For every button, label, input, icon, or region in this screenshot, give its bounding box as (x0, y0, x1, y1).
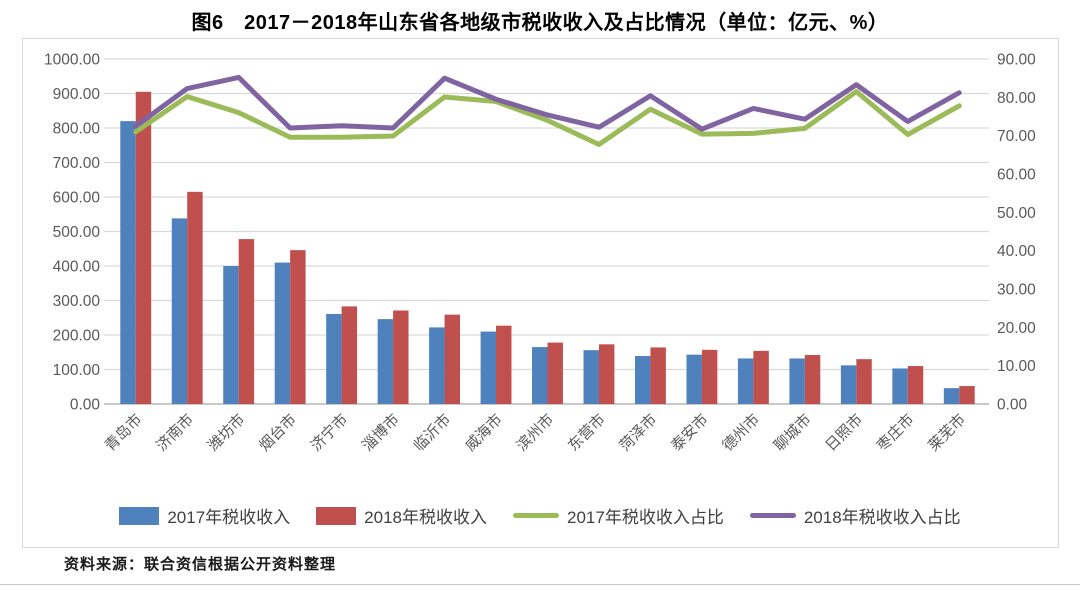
bar (444, 314, 460, 404)
svg-text:40.00: 40.00 (997, 243, 1036, 260)
bar (547, 342, 563, 404)
legend-label: 2017年税收收入占比 (567, 508, 724, 527)
x-axis-label: 淄博市 (359, 411, 403, 455)
x-axis-label: 济南市 (153, 411, 197, 455)
svg-text:700.00: 700.00 (53, 155, 101, 172)
svg-text:10.00: 10.00 (997, 358, 1036, 375)
bar (290, 250, 306, 404)
bar (274, 262, 291, 404)
bar (223, 266, 239, 404)
legend-label: 2018年税收收入占比 (803, 508, 961, 527)
legend-item-2017-revenue: 2017年税收收入 (119, 503, 290, 528)
x-axis-label: 聊城市 (771, 411, 815, 455)
legend-label: 2018年税收收入 (364, 508, 487, 527)
line-2018年税收收入占比 (133, 74, 962, 132)
svg-text:200.00: 200.00 (53, 328, 101, 345)
svg-text:30.00: 30.00 (997, 282, 1036, 299)
y-axis-right-labels: 0.00 10.00 20.00 30.00 40.00 50.00 60.00 70.00 8… (997, 52, 1036, 414)
bar (496, 325, 512, 404)
bars-2017年税收收入 (120, 121, 960, 404)
x-axis-label: 菏泽市 (616, 411, 660, 455)
legend-swatch-bar-2018 (316, 506, 357, 525)
x-axis-label: 德州市 (719, 410, 764, 455)
bar (429, 327, 445, 404)
bar (804, 355, 821, 404)
x-axis-label: 东营市 (565, 411, 609, 455)
x-axis-labels: 青岛市 济南市 潍坊市 烟台市 济宁市 淄博市 临沂市 威海市 滨州市 东营市 菏泽市 泰安市 德州市聊… (102, 410, 969, 455)
x-axis-label: 日照市 (822, 411, 866, 455)
svg-text:1000.00: 1000.00 (44, 52, 100, 69)
x-axis-label: 济宁市 (308, 411, 352, 455)
bar (187, 191, 203, 404)
bar (789, 358, 805, 404)
bar (856, 359, 872, 404)
bar (238, 239, 255, 404)
svg-text:50.00: 50.00 (997, 205, 1036, 222)
svg-text:60.00: 60.00 (997, 167, 1036, 184)
x-axis-label: 临沂市 (411, 411, 455, 455)
bar (737, 358, 754, 404)
bar (532, 347, 548, 404)
bar (753, 350, 769, 404)
x-axis-label: 滨州市 (513, 411, 557, 455)
x-axis-label: 威海市 (462, 411, 506, 455)
bar (943, 388, 960, 404)
line-2017年税收收入占比 (133, 89, 962, 147)
svg-text:600.00: 600.00 (53, 190, 101, 207)
x-axis-label: 泰安市 (668, 411, 712, 455)
bottom-divider (0, 584, 1080, 585)
legend-item-2018-ratio: 2018年税收收入占比 (749, 503, 961, 528)
svg-text:100.00: 100.00 (53, 362, 101, 379)
legend-swatch-bar-2017 (119, 506, 160, 525)
source-note: 资料来源：联合资信根据公开资料整理 (64, 557, 337, 573)
x-axis-label: 烟台市 (256, 411, 300, 455)
bar (393, 310, 409, 404)
bar (650, 347, 666, 404)
svg-text:0.00: 0.00 (997, 397, 1028, 414)
bar (598, 344, 615, 404)
bar (701, 349, 718, 404)
legend-item-2017-ratio: 2017年税收收入占比 (513, 503, 724, 528)
x-axis-label: 枣庄市 (873, 410, 918, 455)
bars-2018年税收收入 (135, 91, 975, 405)
bar (377, 319, 394, 404)
bar (686, 354, 702, 404)
svg-text:400.00: 400.00 (53, 259, 101, 276)
legend-swatch-line-2018-ratio (749, 513, 796, 518)
bar (120, 121, 136, 404)
x-axis-label: 莱芜市 (925, 411, 969, 455)
svg-text:90.00: 90.00 (997, 52, 1036, 69)
chart-legend: 2017年税收收入 2018年税收收入 2017年税收收入占比 2018年税收收… (0, 503, 1080, 528)
x-axis-label: 潍坊市 (205, 411, 249, 455)
svg-text:500.00: 500.00 (53, 224, 101, 241)
legend-item-2018-revenue: 2018年税收收入 (316, 503, 487, 528)
legend-label: 2017年税收收入 (167, 508, 291, 527)
svg-text:800.00: 800.00 (53, 121, 101, 138)
chart-title: 图6 2017－2018年山东省各地级市税收收入及占比情况（单位：亿元、%） (191, 12, 889, 34)
bar (892, 368, 908, 404)
x-axis-label: 青岛市 (102, 411, 146, 455)
bar (907, 366, 924, 404)
svg-text:0.00: 0.00 (70, 397, 101, 414)
svg-text:70.00: 70.00 (997, 128, 1036, 145)
bar (135, 91, 152, 405)
y-axis-left-labels: 0.00 100.00 200.00 300.00 400.00 500.00 600.00… (44, 52, 100, 414)
bar (959, 386, 975, 404)
bar (341, 306, 358, 404)
legend-swatch-line-2017-ratio (513, 513, 559, 518)
bar (480, 331, 497, 404)
bar (326, 313, 342, 404)
bar (583, 350, 599, 404)
svg-text:80.00: 80.00 (997, 90, 1036, 107)
svg-text:300.00: 300.00 (53, 293, 101, 310)
bar (635, 356, 651, 404)
bar (171, 218, 188, 404)
svg-text:900.00: 900.00 (53, 86, 101, 103)
bar (840, 365, 857, 404)
svg-text:20.00: 20.00 (997, 320, 1036, 337)
